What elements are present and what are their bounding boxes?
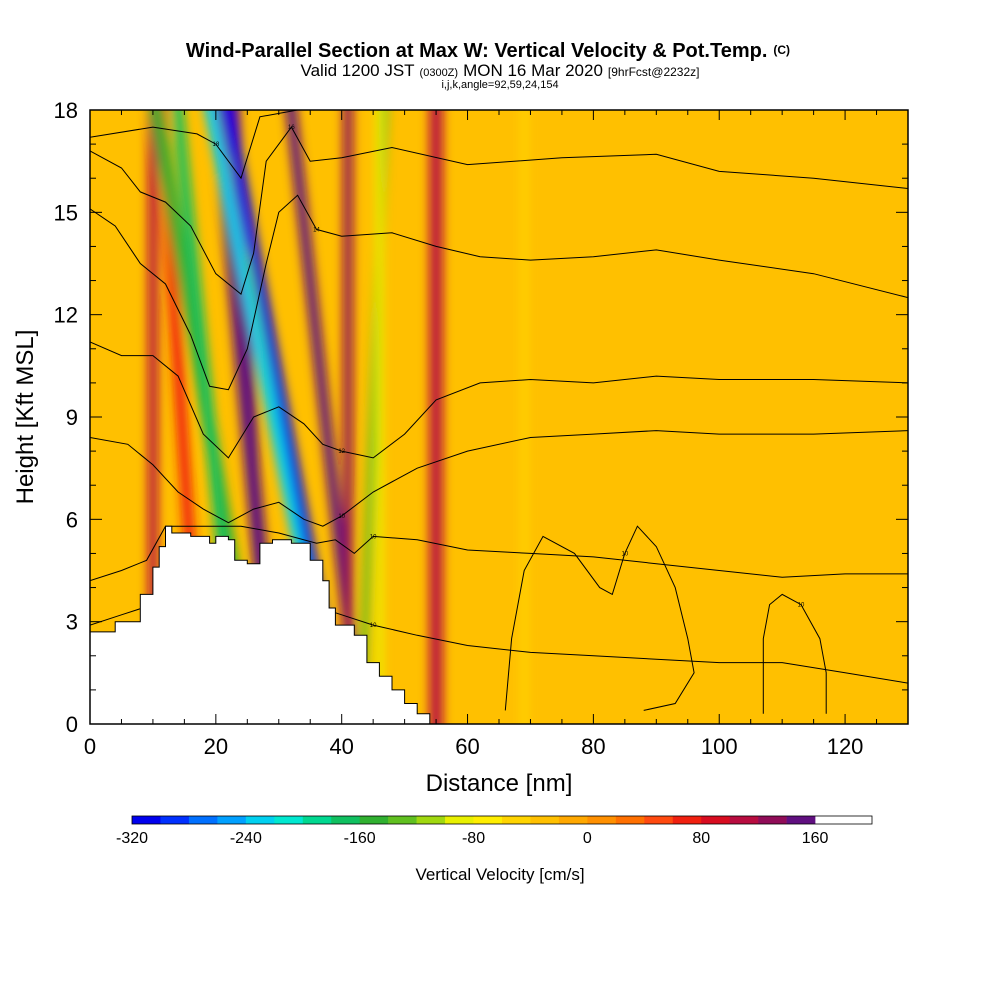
colorbar-label: Vertical Velocity [cm/s] xyxy=(415,865,584,884)
theta-contours-layer: 18 16 14 12 10 10 10 10 10 xyxy=(90,110,908,714)
x-tick-label: 100 xyxy=(701,734,738,759)
colorbar-swatch-15 xyxy=(558,816,588,824)
theta-contour-label-3: 12 xyxy=(338,449,345,455)
theta-contour-label-7: 10 xyxy=(622,551,629,557)
theta-contour-label-6: 10 xyxy=(370,623,377,629)
theta-contour-0 xyxy=(90,110,298,180)
colorbar-swatch-2 xyxy=(188,816,218,824)
x-tick-label: 80 xyxy=(581,734,605,759)
chart-subtitle: Valid 1200 JST (0300Z) MON 16 Mar 2020 [9hr… xyxy=(301,61,700,80)
theta-contour-label-5: 10 xyxy=(370,534,377,540)
colorbar-swatch-22 xyxy=(758,816,787,824)
axis-ticks: 0 20 40 60 80 100 120 0 3 6 9 12 15 18 xyxy=(54,98,908,759)
velocity-band-13 xyxy=(520,110,528,724)
colorbar-swatch-14 xyxy=(530,816,560,824)
colorbar-swatch-11 xyxy=(445,816,474,824)
y-tick-label: 15 xyxy=(54,200,78,225)
colorbar-swatch-5 xyxy=(274,816,304,824)
x-axis-label: Distance [nm] xyxy=(426,770,573,797)
theta-contour-4 xyxy=(90,430,908,527)
y-tick-label: 0 xyxy=(66,712,78,737)
x-tick-label: 20 xyxy=(204,734,228,759)
theta-contour-label-1: 16 xyxy=(288,125,295,131)
y-tick-label: 6 xyxy=(66,507,78,532)
colorbar-tick-label: -240 xyxy=(230,830,262,847)
colorbar: -320 -240 -160 -80 0 80 160 xyxy=(116,815,873,847)
theta-contour-label-2: 14 xyxy=(313,227,320,233)
y-tick-label: 12 xyxy=(54,303,78,328)
colorbar-tick-label: -320 xyxy=(116,830,148,847)
colorbar-tick-label: 160 xyxy=(802,830,829,847)
theta-contour-1 xyxy=(90,126,908,296)
colorbar-swatch-21 xyxy=(729,816,759,824)
theta-contour-label-4: 10 xyxy=(338,514,345,520)
terrain-mask xyxy=(90,525,431,724)
colorbar-swatch-12 xyxy=(473,816,503,824)
colorbar-swatch-7 xyxy=(331,816,360,824)
y-tick-label: 9 xyxy=(66,405,78,430)
colorbar-swatch-17 xyxy=(615,816,645,824)
colorbar-swatch-23 xyxy=(786,816,816,824)
chart-indices: i,j,k,angle=92,59,24,154 xyxy=(441,79,558,91)
colorbar-swatch-4 xyxy=(245,816,275,824)
theta-contour-7 xyxy=(504,525,695,711)
velocity-band-9 xyxy=(343,110,353,724)
theta-contour-3 xyxy=(90,341,908,459)
theta-contour-2 xyxy=(90,194,908,391)
colorbar-swatch-6 xyxy=(302,816,332,824)
colorbar-swatch-13 xyxy=(502,816,531,824)
colorbar-swatch-9 xyxy=(388,816,417,824)
x-tick-label: 60 xyxy=(455,734,479,759)
colorbar-tick-label: -160 xyxy=(344,830,376,847)
x-tick-label: 0 xyxy=(84,734,96,759)
colorbar-swatch-3 xyxy=(217,816,247,824)
theta-contour-label-8: 10 xyxy=(798,603,805,609)
colorbar-swatch-19 xyxy=(672,816,702,824)
x-tick-label: 120 xyxy=(827,734,864,759)
theta-contour-label-0: 18 xyxy=(213,142,220,148)
colorbar-swatch-0 xyxy=(132,816,161,824)
y-axis-label: Height [Kft MSL] xyxy=(12,330,39,505)
velocity-band-11 xyxy=(375,110,384,724)
chart-title: Wind-Parallel Section at Max W: Vertical… xyxy=(186,40,790,62)
colorbar-swatch-8 xyxy=(359,816,389,824)
velocity-band-12 xyxy=(429,110,443,724)
colorbar-swatch-1 xyxy=(160,816,190,824)
colorbar-tick-label: 80 xyxy=(692,830,710,847)
colorbar-swatch-16 xyxy=(587,816,617,824)
colorbar-swatch-18 xyxy=(644,816,674,824)
x-tick-label: 40 xyxy=(329,734,353,759)
theta-contour-8 xyxy=(762,593,827,714)
y-tick-label: 18 xyxy=(54,98,78,123)
colorbar-frame xyxy=(131,815,873,825)
y-tick-label: 3 xyxy=(66,610,78,635)
colorbar-swatch-20 xyxy=(701,816,730,824)
plot-area: 18 16 14 12 10 10 10 10 10 xyxy=(90,110,908,724)
colorbar-tick-label: 0 xyxy=(583,830,592,847)
colorbar-tick-label: -80 xyxy=(462,830,485,847)
colorbar-swatch-10 xyxy=(416,816,446,824)
